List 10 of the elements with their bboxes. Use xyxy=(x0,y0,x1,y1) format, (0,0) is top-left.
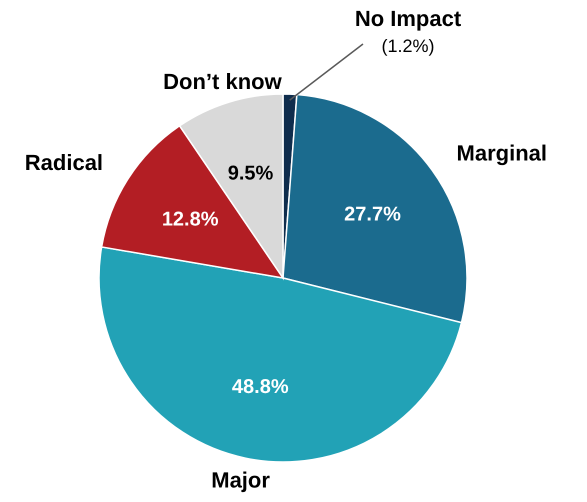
slice-label: Radical xyxy=(24,150,104,175)
data-label: (1.2%) xyxy=(381,36,435,56)
slice-label: Don’t know xyxy=(163,68,283,94)
data-label: 27.7% xyxy=(344,203,402,226)
slice-label: Marginal xyxy=(456,140,547,166)
slice-label: Major xyxy=(211,467,270,492)
data-label: 9.5% xyxy=(228,162,274,184)
data-label: 12.8% xyxy=(162,208,219,230)
slice-label: No Impact xyxy=(354,6,462,31)
data-label: 48.8% xyxy=(232,376,289,398)
